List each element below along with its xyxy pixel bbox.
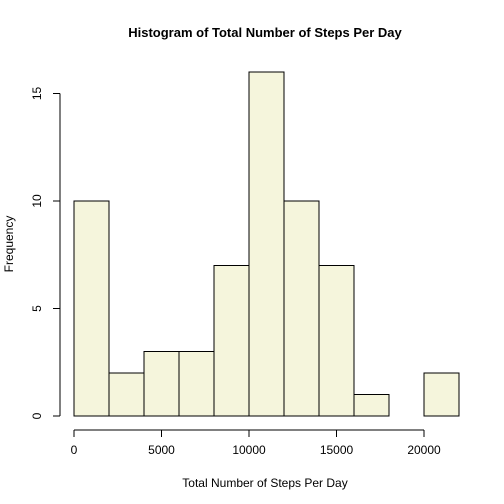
y-tick-label-3: 15 xyxy=(30,87,44,101)
histogram-bar-7 xyxy=(318,265,355,417)
histogram-bar-6 xyxy=(283,200,320,417)
histogram-bar-0 xyxy=(73,200,110,417)
y-tick-label-2: 10 xyxy=(30,194,44,208)
x-tick-label-2: 10000 xyxy=(232,443,266,457)
histogram-bar-5 xyxy=(248,71,285,417)
histogram-bar-10 xyxy=(423,372,460,417)
y-axis-label: Frequency xyxy=(2,216,16,273)
x-tick-label-1: 5000 xyxy=(148,443,175,457)
y-tick-label-0: 0 xyxy=(30,412,44,419)
y-tick-label-1: 5 xyxy=(30,305,44,312)
chart-title: Histogram of Total Number of Steps Per D… xyxy=(128,25,402,40)
histogram-bar-1 xyxy=(108,372,145,417)
histogram-bar-3 xyxy=(178,351,215,417)
bars-group xyxy=(73,71,460,417)
x-tick-label-0: 0 xyxy=(71,443,78,457)
x-axis: 0 5000 10000 15000 20000 xyxy=(71,429,441,457)
histogram-bar-4 xyxy=(213,265,250,417)
histogram-bar-2 xyxy=(143,351,180,417)
x-axis-label: Total Number of Steps Per Day xyxy=(182,476,347,490)
x-tick-label-4: 20000 xyxy=(407,443,441,457)
y-axis: 0 5 10 15 xyxy=(30,87,61,419)
x-tick-label-3: 15000 xyxy=(320,443,354,457)
histogram-bar-8 xyxy=(353,394,390,417)
